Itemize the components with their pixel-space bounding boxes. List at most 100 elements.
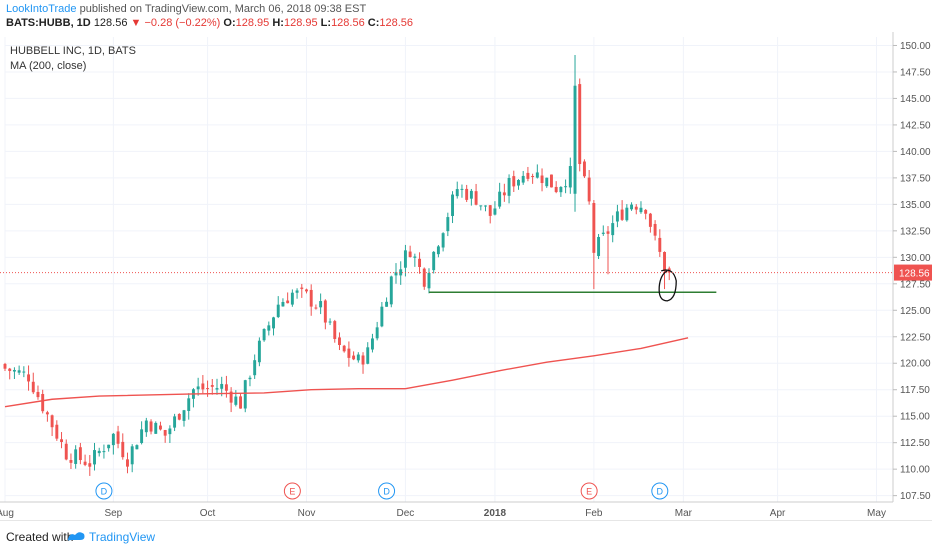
candle-body: [220, 383, 224, 389]
candle-body: [50, 415, 54, 428]
candle-body: [366, 347, 370, 364]
time-tick-label: Oct: [200, 508, 216, 518]
candle-body: [206, 388, 210, 390]
tradingview-logo-icon[interactable]: [66, 529, 86, 543]
candle-body: [267, 325, 271, 331]
candle-body: [663, 252, 666, 272]
candle-body: [107, 444, 111, 449]
time-tick-label: 2018: [484, 508, 507, 518]
time-tick-label: Aug: [0, 508, 14, 518]
candle-body: [338, 337, 341, 346]
candle-body: [658, 237, 662, 252]
candle-body: [550, 174, 553, 188]
change-value: −0.28 (−0.22%): [144, 17, 221, 29]
candle-body: [262, 329, 266, 341]
candle-body: [140, 429, 144, 444]
price-chart[interactable]: 150.00 147.50 145.00 142.50 140.00 137.50 135.…: [0, 32, 932, 518]
candle-body: [611, 223, 615, 236]
candle-body: [394, 272, 398, 276]
earnings-event-label: E: [586, 487, 592, 497]
candle-body: [31, 381, 35, 393]
candle-body: [634, 206, 638, 210]
time-tick-label: Sep: [104, 508, 122, 518]
indicator-name[interactable]: MA (200, close): [10, 60, 87, 72]
candle-body: [300, 287, 304, 289]
tradingview-brand-link[interactable]: TradingView: [89, 530, 156, 544]
candle-body: [182, 410, 186, 421]
high-value: 128.95: [283, 17, 318, 29]
candle-body: [573, 85, 577, 194]
candle-body: [422, 268, 426, 287]
time-tick-label: Apr: [770, 508, 786, 518]
earnings-event-marker[interactable]: [283, 482, 301, 500]
candle-body: [74, 449, 78, 464]
open-value: 128.95: [235, 17, 270, 29]
candle-body: [446, 217, 450, 232]
candle-body: [460, 188, 464, 190]
time-tick-label: Feb: [585, 508, 603, 518]
candle-body: [83, 461, 87, 465]
candle-body: [620, 209, 624, 220]
down-arrow-icon: ▼: [130, 17, 142, 29]
candle-body: [12, 369, 16, 372]
open-label: O:: [223, 17, 236, 29]
publisher-link[interactable]: LookIntoTrade: [6, 3, 77, 15]
candle-body: [78, 447, 82, 461]
close-label: C:: [367, 17, 380, 29]
candle-body: [488, 205, 492, 216]
candle-body: [116, 431, 120, 444]
candle-body: [545, 177, 549, 187]
earnings-event-marker[interactable]: [580, 482, 598, 500]
price-tick-label: 135.00: [900, 200, 931, 211]
candle-body: [559, 186, 563, 193]
dividend-event-marker[interactable]: [95, 482, 113, 500]
candle-body: [121, 441, 125, 458]
candle-body: [587, 177, 591, 202]
created-with-text: Created with: [6, 530, 74, 544]
price-tick-label: 115.00: [900, 412, 930, 423]
candle-body: [196, 386, 200, 390]
dividend-event-marker[interactable]: [378, 482, 396, 500]
price-tick-label: 140.00: [900, 147, 931, 158]
candle-body: [474, 191, 478, 205]
candle-body: [564, 186, 568, 188]
price-tick-label: 150.00: [900, 41, 931, 52]
time-tick-label: Nov: [298, 508, 316, 518]
dividend-event-marker[interactable]: [651, 482, 669, 500]
candle-body: [69, 460, 73, 463]
close-value: 128.56: [379, 17, 414, 29]
chart-canvas[interactable]: 150.00 147.50 145.00 142.50 140.00 137.50 135.…: [0, 32, 932, 518]
series-name: HUBBELL INC, 1D, BATS: [10, 45, 136, 57]
price-tick-label: 122.50: [900, 332, 931, 343]
candle-body: [625, 207, 629, 221]
candle-body: [601, 232, 605, 234]
last-price: 128.56: [93, 17, 128, 29]
candle-body: [215, 388, 219, 390]
candle-body: [568, 166, 572, 188]
candle-body: [418, 258, 422, 267]
candle-body: [60, 439, 63, 442]
candle-body: [436, 246, 440, 255]
time-tick-label: May: [867, 508, 886, 518]
candle-body: [17, 370, 21, 373]
candle-body: [3, 363, 7, 369]
high-label: H:: [272, 17, 284, 29]
earnings-event-label: E: [289, 487, 295, 497]
candle-body: [493, 208, 497, 215]
price-tick-label: 107.50: [900, 491, 931, 502]
candle-body: [126, 459, 129, 467]
candle-body: [243, 380, 247, 409]
candle-body: [554, 186, 558, 193]
price-tick-label: 127.50: [900, 279, 931, 290]
candle-body: [328, 321, 332, 323]
candle-body: [479, 205, 483, 207]
candle-body: [578, 84, 582, 165]
candle-body: [582, 161, 586, 177]
candle-body: [502, 192, 506, 196]
candle-body: [97, 450, 101, 454]
candle-body: [314, 307, 318, 309]
candle-body: [408, 251, 412, 257]
candle-body: [281, 302, 285, 307]
candle-body: [93, 450, 96, 465]
candle-body: [370, 338, 374, 350]
